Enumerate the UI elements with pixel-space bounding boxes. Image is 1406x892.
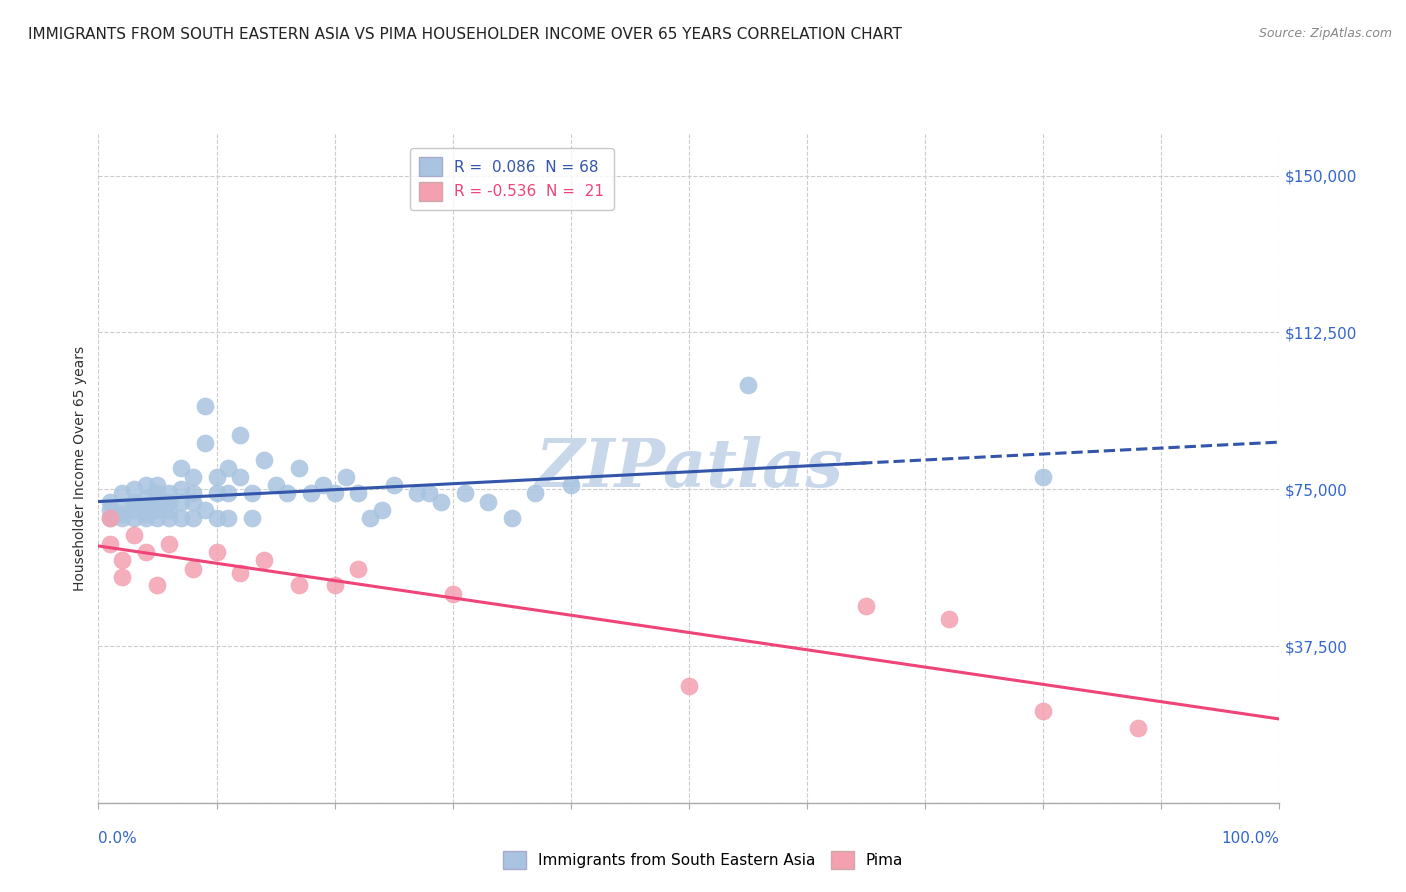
Point: [477, 494, 499, 508]
Point: [240, 511, 263, 525]
Point: [98, 511, 121, 525]
Point: [382, 478, 405, 492]
Point: [359, 511, 381, 525]
Point: [181, 469, 204, 483]
Point: [205, 486, 228, 500]
Point: [135, 478, 157, 492]
Point: [135, 499, 157, 513]
Point: [98, 536, 121, 550]
Point: [146, 478, 169, 492]
Point: [264, 478, 287, 492]
Y-axis label: Householder Income Over 65 years: Householder Income Over 65 years: [73, 346, 87, 591]
Point: [737, 377, 759, 392]
Point: [122, 494, 145, 508]
Point: [240, 486, 263, 500]
Point: [855, 599, 877, 614]
Point: [276, 486, 298, 500]
Point: [288, 578, 311, 592]
Point: [111, 486, 134, 500]
Point: [524, 486, 547, 500]
Point: [371, 503, 394, 517]
Point: [157, 511, 180, 525]
Point: [157, 503, 180, 517]
Point: [98, 511, 121, 525]
Point: [135, 491, 157, 505]
Legend: R =  0.086  N = 68, R = -0.536  N =  21: R = 0.086 N = 68, R = -0.536 N = 21: [411, 148, 613, 210]
Point: [347, 486, 370, 500]
Text: 100.0%: 100.0%: [1222, 831, 1279, 846]
Point: [146, 511, 169, 525]
Point: [111, 553, 134, 567]
Point: [938, 612, 960, 626]
Point: [229, 428, 252, 442]
Text: Source: ZipAtlas.com: Source: ZipAtlas.com: [1258, 27, 1392, 40]
Point: [312, 478, 335, 492]
Point: [111, 570, 134, 584]
Text: ZIPatlas: ZIPatlas: [536, 436, 842, 500]
Point: [170, 511, 193, 525]
Point: [122, 503, 145, 517]
Point: [181, 486, 204, 500]
Point: [418, 486, 440, 500]
Text: 0.0%: 0.0%: [98, 831, 138, 846]
Point: [205, 469, 228, 483]
Point: [335, 469, 357, 483]
Point: [1032, 469, 1054, 483]
Text: IMMIGRANTS FROM SOUTH EASTERN ASIA VS PIMA HOUSEHOLDER INCOME OVER 65 YEARS CORR: IMMIGRANTS FROM SOUTH EASTERN ASIA VS PI…: [28, 27, 903, 42]
Point: [122, 482, 145, 496]
Point: [194, 436, 217, 450]
Point: [135, 545, 157, 559]
Point: [229, 469, 252, 483]
Point: [323, 578, 346, 592]
Point: [205, 511, 228, 525]
Point: [157, 486, 180, 500]
Point: [111, 499, 134, 513]
Point: [98, 503, 121, 517]
Point: [170, 461, 193, 475]
Point: [406, 486, 429, 500]
Point: [560, 478, 582, 492]
Point: [217, 511, 239, 525]
Point: [146, 503, 169, 517]
Point: [146, 486, 169, 500]
Point: [122, 528, 145, 542]
Point: [1126, 721, 1149, 735]
Point: [111, 508, 134, 522]
Point: [111, 511, 134, 525]
Point: [217, 461, 239, 475]
Point: [678, 679, 700, 693]
Point: [146, 578, 169, 592]
Point: [288, 461, 311, 475]
Point: [229, 566, 252, 580]
Point: [194, 399, 217, 413]
Point: [135, 508, 157, 522]
Point: [170, 494, 193, 508]
Point: [157, 536, 180, 550]
Point: [181, 562, 204, 576]
Point: [347, 562, 370, 576]
Point: [181, 511, 204, 525]
Legend: Immigrants from South Eastern Asia, Pima: Immigrants from South Eastern Asia, Pima: [496, 845, 910, 875]
Point: [135, 511, 157, 525]
Point: [170, 482, 193, 496]
Point: [501, 511, 523, 525]
Point: [1032, 704, 1054, 718]
Point: [253, 553, 276, 567]
Point: [146, 494, 169, 508]
Point: [205, 545, 228, 559]
Point: [323, 486, 346, 500]
Point: [122, 511, 145, 525]
Point: [453, 486, 475, 500]
Point: [194, 503, 217, 517]
Point: [98, 494, 121, 508]
Point: [299, 486, 322, 500]
Point: [157, 494, 180, 508]
Point: [441, 587, 464, 601]
Point: [253, 453, 276, 467]
Point: [217, 486, 239, 500]
Point: [181, 494, 204, 508]
Point: [430, 494, 453, 508]
